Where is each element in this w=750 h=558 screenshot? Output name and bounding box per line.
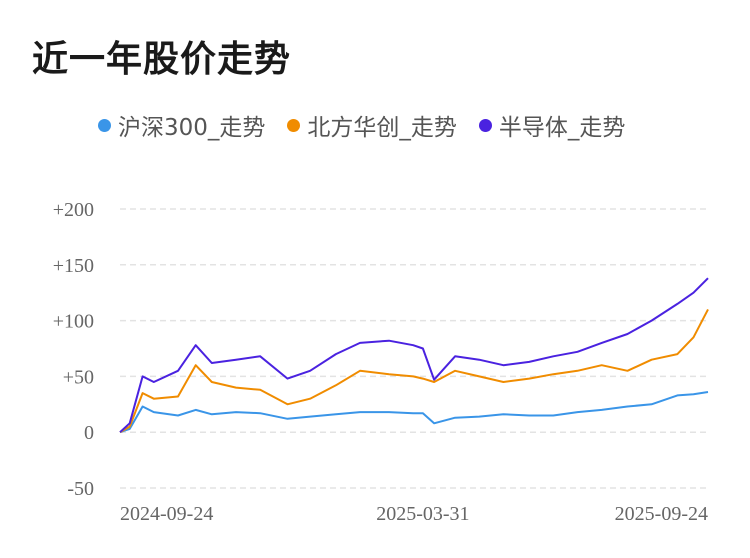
legend-item-semiconductor[interactable]: 半导体_走势	[478, 108, 626, 142]
legend-label-semiconductor: 半导体_走势	[498, 115, 626, 141]
x-tick-label: 2024-09-24	[120, 503, 213, 525]
legend-label-hs300: 沪深300_走势	[118, 115, 266, 141]
chart-title: 近一年股价走势	[32, 39, 292, 80]
chart-legend: 沪深300_走势 北方华创_走势 半导体_走势	[98, 108, 647, 142]
legend-item-hs300[interactable]: 沪深300_走势	[98, 108, 265, 142]
legend-item-naura[interactable]: 北方华创_走势	[287, 108, 457, 142]
legend-label-naura: 北方华创_走势	[307, 115, 457, 141]
legend-dot-semiconductor	[478, 118, 492, 132]
y-tick-label: +200	[53, 199, 94, 221]
chart-grid	[120, 208, 708, 489]
x-tick-label: 2025-09-24	[615, 503, 708, 525]
series-lines	[119, 277, 709, 434]
y-tick-label: +150	[53, 255, 94, 277]
y-tick-label: +100	[53, 311, 94, 333]
series-line-0	[119, 391, 709, 434]
x-axis-labels: 2024-09-24 2025-03-31 2025-09-24	[120, 503, 708, 525]
y-axis-labels: -50 0 +50 +100 +150 +200	[53, 199, 94, 500]
legend-dot-hs300	[98, 118, 111, 132]
y-tick-label: +50	[63, 366, 94, 388]
series-line-1	[119, 308, 709, 434]
legend-dot-naura	[287, 118, 301, 132]
y-tick-label: 0	[84, 422, 94, 444]
x-tick-label: 2025-03-31	[376, 503, 469, 525]
series-line-2	[119, 277, 709, 433]
y-tick-label: -50	[67, 478, 94, 500]
